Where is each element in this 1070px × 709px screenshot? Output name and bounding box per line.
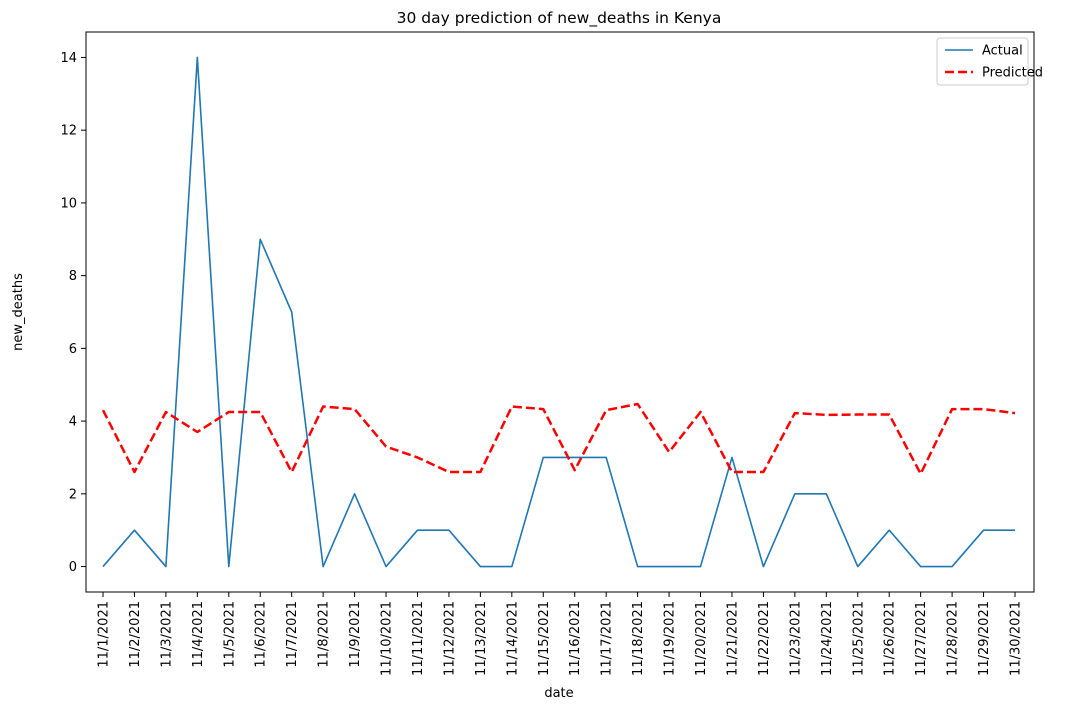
x-axis-label: date bbox=[544, 686, 573, 701]
x-tick-label: 11/8/2021 bbox=[317, 601, 332, 668]
x-tick-label: 11/18/2021 bbox=[631, 601, 646, 676]
x-tick-label: 11/29/2021 bbox=[977, 601, 992, 676]
y-axis: 0 2 4 6 8 10 12 14 bbox=[60, 51, 86, 575]
y-tick-label: 0 bbox=[69, 560, 77, 575]
x-tick-label: 11/23/2021 bbox=[788, 601, 803, 676]
x-tick-label: 11/25/2021 bbox=[851, 601, 866, 676]
x-tick-label: 11/11/2021 bbox=[411, 601, 426, 676]
y-tick-label: 4 bbox=[69, 415, 77, 430]
x-axis: 11/1/2021 11/2/2021 11/3/2021 11/4/2021 11/5… bbox=[97, 592, 1024, 676]
x-tick-label: 11/14/2021 bbox=[505, 601, 520, 676]
x-tick-label: 11/27/2021 bbox=[914, 601, 929, 676]
x-tick-label: 11/28/2021 bbox=[946, 601, 961, 676]
x-tick-label: 11/30/2021 bbox=[1009, 601, 1024, 676]
plot-area-frame bbox=[85, 31, 1035, 593]
y-tick-label: 10 bbox=[60, 196, 77, 211]
y-tick-label: 14 bbox=[60, 51, 77, 66]
series-line-predicted bbox=[101, 402, 1016, 476]
x-tick-label: 11/10/2021 bbox=[380, 601, 395, 676]
x-tick-label: 11/3/2021 bbox=[159, 601, 174, 668]
y-tick-label: 12 bbox=[60, 124, 77, 139]
x-tick-label: 11/26/2021 bbox=[883, 601, 898, 676]
y-tick-label: 6 bbox=[69, 342, 77, 357]
x-tick-label: 11/15/2021 bbox=[537, 601, 552, 676]
x-tick-label: 11/1/2021 bbox=[97, 601, 112, 668]
x-tick-label: 11/12/2021 bbox=[442, 601, 457, 676]
x-tick-label: 11/22/2021 bbox=[757, 601, 772, 676]
x-tick-label: 11/20/2021 bbox=[694, 601, 709, 676]
y-axis-label: new_deaths bbox=[11, 273, 26, 351]
x-tick-label: 11/21/2021 bbox=[725, 601, 740, 676]
legend: Actual Predicted bbox=[936, 37, 1043, 86]
x-tick-label: 11/9/2021 bbox=[348, 601, 363, 668]
x-tick-label: 11/19/2021 bbox=[663, 601, 678, 676]
legend-label-predicted: Predicted bbox=[982, 66, 1043, 81]
x-tick-label: 11/7/2021 bbox=[285, 601, 300, 668]
y-tick-label: 8 bbox=[69, 269, 77, 284]
y-tick-label: 2 bbox=[69, 487, 77, 502]
chart-title: 30 day prediction of new_deaths in Kenya bbox=[397, 9, 722, 28]
x-tick-label: 11/2/2021 bbox=[128, 601, 143, 668]
x-tick-label: 11/5/2021 bbox=[222, 601, 237, 668]
series-line-actual bbox=[102, 56, 1015, 568]
x-tick-label: 11/13/2021 bbox=[474, 601, 489, 676]
series-layer bbox=[101, 56, 1016, 568]
x-tick-label: 11/6/2021 bbox=[254, 601, 269, 668]
x-tick-label: 11/24/2021 bbox=[820, 601, 835, 676]
legend-label-actual: Actual bbox=[982, 44, 1023, 59]
x-tick-label: 11/16/2021 bbox=[568, 601, 583, 676]
x-tick-label: 11/4/2021 bbox=[191, 601, 206, 668]
x-tick-label: 11/17/2021 bbox=[600, 601, 615, 676]
